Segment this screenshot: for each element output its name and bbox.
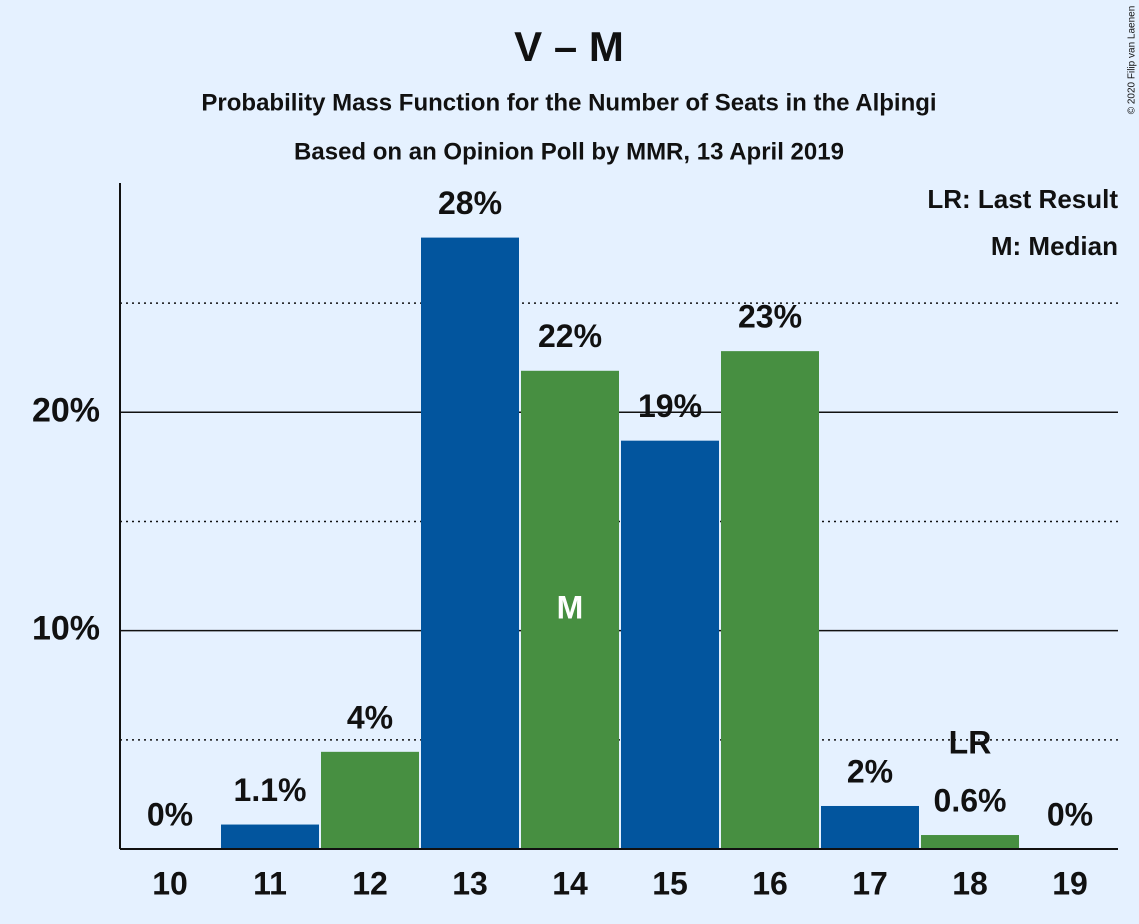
value-label: 0%	[1047, 796, 1093, 832]
x-tick-label: 17	[852, 865, 888, 901]
value-label: 2%	[847, 753, 893, 789]
value-label: 4%	[347, 699, 393, 735]
value-label: 0.6%	[934, 782, 1007, 818]
bar	[521, 370, 619, 849]
value-label: 0%	[147, 796, 193, 832]
x-tick-label: 12	[352, 865, 388, 901]
x-tick-label: 10	[152, 865, 188, 901]
y-tick-label: 10%	[32, 610, 100, 648]
bar	[421, 237, 519, 850]
x-tick-label: 15	[652, 865, 688, 901]
bar	[221, 824, 319, 849]
x-tick-label: 14	[552, 865, 588, 901]
x-tick-label: 18	[952, 865, 988, 901]
bar	[821, 805, 919, 849]
value-label: 1.1%	[234, 772, 307, 808]
annotation: LR	[949, 724, 992, 760]
x-tick-label: 11	[253, 865, 287, 901]
x-tick-label: 13	[452, 865, 488, 901]
bar	[321, 751, 419, 849]
value-label: 28%	[438, 185, 502, 221]
y-tick-label: 20%	[32, 391, 100, 429]
credit: © 2020 Filip van Laenen	[1127, 6, 1138, 115]
chart-subtitle: Based on an Opinion Poll by MMR, 13 Apri…	[294, 138, 844, 165]
value-label: 19%	[638, 388, 702, 424]
annotation: M	[557, 589, 584, 625]
x-tick-label: 16	[752, 865, 788, 901]
bar	[721, 351, 819, 849]
legend-entry: LR: Last Result	[927, 184, 1118, 214]
bar	[921, 835, 1019, 849]
chart-title: V – M	[514, 23, 624, 70]
value-label: 23%	[738, 299, 802, 335]
x-tick-label: 19	[1052, 865, 1088, 901]
chart-subtitle: Probability Mass Function for the Number…	[201, 89, 936, 116]
bar	[621, 440, 719, 849]
legend-entry: M: Median	[991, 231, 1118, 261]
value-label: 22%	[538, 318, 602, 354]
